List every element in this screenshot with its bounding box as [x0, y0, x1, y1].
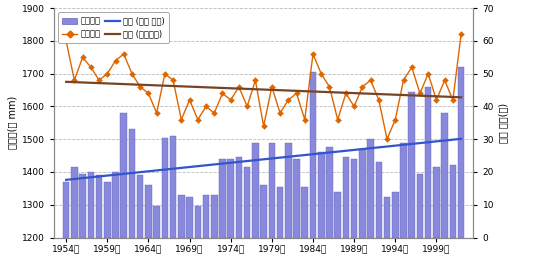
Bar: [104, 182, 111, 238]
Bar: [384, 197, 391, 238]
Bar: [88, 172, 94, 238]
Bar: [408, 92, 415, 238]
Bar: [203, 195, 209, 238]
Bar: [236, 157, 242, 238]
Bar: [186, 197, 193, 238]
Y-axis label: 강수량(만 mm): 강수량(만 mm): [8, 96, 18, 150]
Bar: [211, 195, 217, 238]
Bar: [301, 187, 308, 238]
Bar: [335, 192, 341, 238]
Bar: [161, 138, 168, 238]
Bar: [112, 172, 119, 238]
Bar: [367, 139, 374, 238]
Bar: [450, 165, 456, 238]
Bar: [458, 67, 464, 238]
Bar: [63, 182, 69, 238]
Bar: [252, 143, 259, 238]
Bar: [318, 152, 324, 238]
Bar: [277, 187, 284, 238]
Bar: [416, 174, 423, 238]
Bar: [79, 174, 86, 238]
Bar: [268, 143, 275, 238]
Bar: [260, 185, 267, 238]
Bar: [129, 129, 135, 238]
Bar: [228, 159, 234, 238]
Bar: [392, 192, 399, 238]
Bar: [343, 157, 349, 238]
Bar: [310, 72, 316, 238]
Bar: [425, 87, 431, 238]
Bar: [178, 195, 185, 238]
Bar: [195, 206, 201, 238]
Bar: [71, 167, 77, 238]
Bar: [170, 136, 176, 238]
Bar: [244, 167, 251, 238]
Bar: [285, 143, 292, 238]
Bar: [137, 175, 144, 238]
Bar: [293, 159, 300, 238]
Bar: [376, 162, 382, 238]
Bar: [121, 113, 127, 238]
Bar: [145, 185, 152, 238]
Bar: [433, 167, 440, 238]
Bar: [400, 143, 407, 238]
Bar: [96, 175, 102, 238]
Bar: [359, 149, 366, 238]
Bar: [153, 206, 160, 238]
Bar: [219, 159, 226, 238]
Bar: [441, 113, 448, 238]
Bar: [326, 147, 332, 238]
Y-axis label: 호우 일수(일): 호우 일수(일): [498, 103, 508, 143]
Legend: 호우일수, 강수일수, 선형 (호우 일수), 선형 (강수일수): 호우일수, 강수일수, 선형 (호우 일수), 선형 (강수일수): [58, 12, 169, 43]
Bar: [351, 159, 357, 238]
